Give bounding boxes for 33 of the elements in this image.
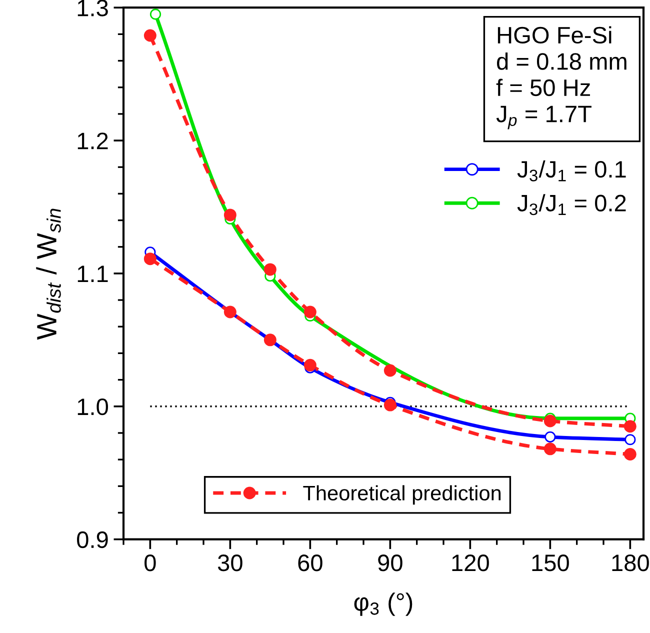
legend-label: Theoretical prediction	[303, 485, 501, 505]
x-tick-label: 90	[378, 554, 402, 572]
point	[544, 431, 556, 443]
x-tick-label: 120	[452, 554, 489, 572]
x-tick-label: 180	[612, 554, 649, 572]
point	[144, 29, 156, 42]
point	[544, 414, 556, 428]
legend-label: J$_{3}$/J$_{1}$ = 0.1	[517, 160, 626, 182]
point	[224, 208, 236, 222]
y-tick-label: 1.1	[78, 266, 108, 282]
point	[144, 252, 156, 266]
point	[544, 442, 556, 456]
x-tick-label: 60	[298, 554, 322, 572]
point	[384, 364, 396, 377]
y-axis-title: W$_{dist}$ / W$_{sin}$	[36, 208, 61, 340]
point	[304, 358, 316, 372]
point	[384, 398, 396, 412]
x-axis-title: φ$_{3}$ (°)	[354, 592, 412, 616]
y-tick-label: 1.0	[78, 398, 108, 416]
point	[624, 434, 636, 446]
legend-label: J$_{3}$/J$_{1}$ = 0.2	[517, 194, 626, 216]
point	[624, 448, 636, 460]
point	[624, 420, 636, 433]
y-tick-label: 1.3	[78, 0, 108, 16]
y-tick-label: 0.9	[77, 531, 108, 548]
x-tick-label: 0	[144, 554, 156, 572]
x-tick-label: 150	[532, 554, 569, 572]
x-tick-label: 30	[218, 554, 242, 572]
y-tick-label: 1.2	[78, 132, 108, 150]
point	[264, 263, 276, 276]
point	[304, 306, 316, 318]
annotation: HGO Fe-Si d = 0.18 mm f = 50 Hz J$_{p}$ = 1.7T	[496, 26, 626, 130]
point	[150, 8, 162, 20]
